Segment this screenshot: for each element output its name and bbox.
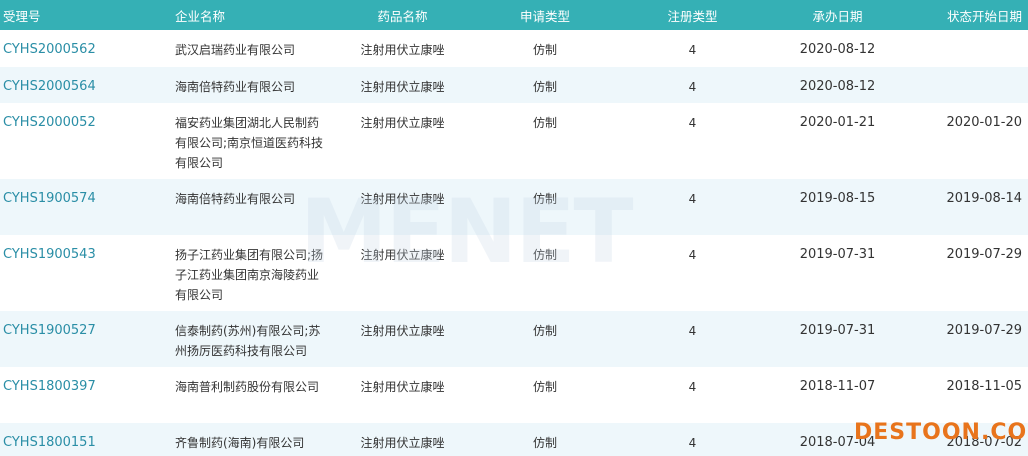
- table-cell: 扬子江药业集团有限公司;扬子江药业集团南京海陵药业有限公司: [175, 248, 324, 302]
- table-cell: 4: [688, 80, 697, 94]
- table-cell: 2020-01-21: [799, 115, 876, 130]
- column-header: 申请类型: [519, 8, 570, 24]
- column-header: 承办日期: [812, 8, 863, 24]
- table-cell: 2019-08-14: [946, 191, 1022, 206]
- table-cell: 仿制: [532, 380, 557, 394]
- table-cell: 仿制: [532, 324, 557, 338]
- table-row: CYHS2000564 海南倍特药业有限公司 注射用伏立康唑 仿制 4 2020-08-1…: [0, 67, 1028, 103]
- acceptance-number-link[interactable]: CYHS2000052: [3, 115, 96, 130]
- table-cell: 2020-08-12: [799, 42, 876, 57]
- column-header: 注册类型: [667, 8, 718, 24]
- table-cell: 海南倍特药业有限公司: [175, 192, 296, 206]
- table-cell: 2019-07-31: [799, 323, 876, 338]
- table-cell: 4: [688, 436, 697, 450]
- acceptance-number-link[interactable]: CYHS2000564: [3, 79, 96, 94]
- table-cell: 2019-07-29: [946, 247, 1022, 262]
- table-cell: 武汉启瑞药业有限公司: [175, 43, 296, 57]
- table-cell: 注射用伏立康唑: [360, 436, 445, 450]
- table-cell: 仿制: [532, 116, 557, 130]
- acceptance-number-link[interactable]: CYHS1900574: [3, 191, 96, 206]
- table-cell: 4: [688, 324, 697, 338]
- table-cell: 4: [688, 116, 697, 130]
- acceptance-number-link[interactable]: CYHS2000562: [3, 42, 96, 57]
- table-cell: 2020-01-20: [946, 115, 1022, 130]
- acceptance-number-link[interactable]: CYHS1800151: [3, 435, 96, 450]
- column-header: 药品名称: [377, 8, 428, 24]
- table-cell: [915, 67, 1028, 103]
- table-row: CYHS1900574 海南倍特药业有限公司 注射用伏立康唑 仿制 4 2019-08-1…: [0, 179, 1028, 235]
- table-cell: 仿制: [532, 43, 557, 57]
- table-cell: 4: [688, 248, 697, 262]
- table-cell: 4: [688, 380, 697, 394]
- table-cell: 2018-07-04: [799, 435, 876, 450]
- table-cell: 福安药业集团湖北人民制药有限公司;南京恒道医药科技有限公司: [175, 116, 324, 170]
- acceptance-number-link[interactable]: CYHS1900543: [3, 247, 96, 262]
- table-cell: 注射用伏立康唑: [360, 116, 445, 130]
- column-header: 状态开始日期: [946, 8, 1022, 24]
- table-cell: 注射用伏立康唑: [360, 80, 445, 94]
- table-cell: 齐鲁制药(海南)有限公司: [175, 436, 305, 450]
- table-cell: [915, 30, 1028, 67]
- column-header: 受理号: [3, 8, 41, 24]
- table-cell: 信泰制药(苏州)有限公司;苏州扬厉医药科技有限公司: [175, 324, 321, 358]
- table-header: 受理号 企业名称 药品名称 申请类型 注册类型 承办日期 状态开始日期: [0, 0, 1028, 30]
- table-row: CYHS1900543 扬子江药业集团有限公司;扬子江药业集团南京海陵药业有限公司…: [0, 235, 1028, 311]
- table-cell: 2019-07-29: [946, 323, 1022, 338]
- header-row: 受理号 企业名称 药品名称 申请类型 注册类型 承办日期 状态开始日期: [0, 0, 1028, 30]
- column-header: 企业名称: [175, 8, 226, 24]
- table-row: CYHS1800397 海南普利制药股份有限公司 注射用伏立康唑 仿制 4 2018-11…: [0, 367, 1028, 423]
- table-cell: 注射用伏立康唑: [360, 380, 445, 394]
- table-row: CYHS2000562 武汉启瑞药业有限公司 注射用伏立康唑 仿制 4 2020-08-1…: [0, 30, 1028, 67]
- table-row: CYHS1800151 齐鲁制药(海南)有限公司 注射用伏立康唑 仿制 4 2018-07…: [0, 423, 1028, 456]
- table-cell: 2020-08-12: [799, 79, 876, 94]
- table-body: CYHS2000562 武汉启瑞药业有限公司 注射用伏立康唑 仿制 4 2020-08-1…: [0, 30, 1028, 456]
- table-cell: 2018-07-02: [946, 435, 1022, 450]
- acceptance-number-link[interactable]: CYHS1900527: [3, 323, 96, 338]
- table-cell: 4: [688, 192, 697, 206]
- table-cell: 注射用伏立康唑: [360, 192, 445, 206]
- table-cell: 2018-11-07: [799, 379, 876, 394]
- table-cell: 海南普利制药股份有限公司: [175, 380, 320, 394]
- table-cell: 仿制: [532, 248, 557, 262]
- table-row: CYHS2000052 福安药业集团湖北人民制药有限公司;南京恒道医药科技有限公司…: [0, 103, 1028, 179]
- table-cell: 2019-08-15: [799, 191, 876, 206]
- table-cell: 4: [688, 43, 697, 57]
- table-cell: 仿制: [532, 436, 557, 450]
- table-cell: 仿制: [532, 192, 557, 206]
- table-cell: 注射用伏立康唑: [360, 248, 445, 262]
- table-cell: 注射用伏立康唑: [360, 324, 445, 338]
- table-cell: 2019-07-31: [799, 247, 876, 262]
- table-cell: 2018-11-05: [946, 379, 1022, 394]
- table-row: CYHS1900527 信泰制药(苏州)有限公司;苏州扬厉医药科技有限公司 注射用伏…: [0, 311, 1028, 367]
- acceptance-number-link[interactable]: CYHS1800397: [3, 379, 96, 394]
- table-cell: 仿制: [532, 80, 557, 94]
- table-cell: 海南倍特药业有限公司: [175, 80, 296, 94]
- table-cell: 注射用伏立康唑: [360, 43, 445, 57]
